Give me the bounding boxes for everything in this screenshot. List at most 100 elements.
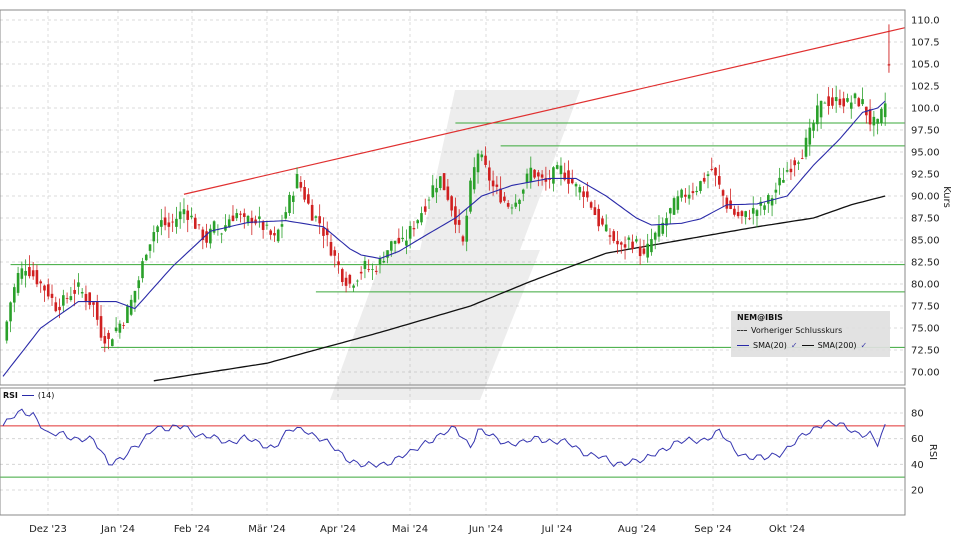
candle: [182, 198, 186, 224]
candle-body: [767, 195, 770, 204]
candle-body: [303, 186, 306, 200]
candle: [872, 110, 876, 137]
x-tick-label: Mai '24: [392, 524, 428, 535]
candle: [808, 118, 812, 156]
candle: [144, 253, 148, 262]
candle-body: [827, 96, 830, 107]
candle-body: [570, 178, 574, 184]
candle-body: [857, 98, 861, 107]
rsi-name: RSI: [3, 391, 18, 400]
candle-body: [748, 218, 751, 220]
candle-body: [623, 244, 627, 248]
candle: [582, 186, 585, 209]
candle: [570, 169, 574, 185]
candle-body: [491, 180, 495, 187]
candle-body: [35, 270, 39, 285]
candle: [676, 190, 680, 214]
candle: [721, 188, 725, 207]
candle: [695, 186, 698, 196]
candle-body: [318, 216, 321, 224]
candle: [718, 164, 721, 189]
candle: [24, 259, 27, 288]
candle-body: [408, 226, 412, 239]
candle-body: [46, 284, 50, 297]
candle-body: [439, 176, 442, 188]
candle-body: [9, 302, 12, 322]
candle-body: [461, 236, 465, 242]
sma20-line-icon: [737, 345, 749, 346]
candle: [657, 215, 661, 242]
grid: [0, 10, 905, 515]
candle: [589, 200, 593, 210]
candle: [454, 197, 457, 234]
candle: [269, 228, 272, 240]
candle-body: [265, 224, 269, 226]
candle: [291, 191, 295, 215]
candle-body: [43, 285, 46, 291]
candle-body: [718, 176, 721, 185]
candle: [250, 210, 254, 236]
candle-body: [163, 217, 167, 226]
candle: [661, 217, 665, 236]
candle: [499, 176, 502, 204]
candle: [314, 215, 318, 222]
candle: [212, 220, 216, 235]
candle-body: [725, 197, 729, 209]
candle-body: [310, 204, 314, 221]
candle-body: [770, 198, 774, 206]
candle-body: [273, 233, 276, 236]
x-tick-label: Apr '24: [320, 524, 356, 535]
candle-body: [533, 169, 536, 178]
candle-body: [465, 215, 469, 242]
candle-body: [672, 198, 676, 215]
candle: [642, 239, 646, 256]
candle: [167, 212, 171, 239]
y-tick-label: 77.50: [911, 302, 940, 313]
candle-body: [446, 186, 450, 200]
candle: [623, 236, 627, 260]
candle-body: [853, 93, 857, 99]
candle: [80, 288, 84, 298]
candle-body: [638, 246, 642, 257]
candle: [601, 215, 604, 227]
candle: [337, 252, 340, 274]
candle-body: [431, 185, 435, 198]
candle-body: [661, 222, 665, 234]
candle: [865, 106, 868, 124]
candle: [604, 214, 608, 233]
candle-body: [687, 194, 691, 199]
candle-body: [537, 172, 540, 177]
rsi-legend: RSI (14): [3, 391, 54, 400]
candle: [95, 294, 99, 326]
candle-body: [646, 243, 649, 258]
candle-body: [13, 287, 16, 303]
rsi-line: [2, 408, 886, 468]
legend-prev-close-label: Vorheriger Schlusskurs: [751, 326, 843, 335]
candle: [785, 162, 789, 173]
candle-body: [480, 154, 484, 158]
candle-body: [295, 173, 299, 189]
candle-body: [190, 215, 193, 218]
candle: [733, 205, 736, 217]
candle: [804, 129, 808, 160]
candle-body: [578, 187, 582, 193]
candle: [325, 221, 329, 247]
candle: [759, 197, 763, 216]
y-tick-label: 107.5: [911, 38, 940, 49]
candle-body: [382, 260, 386, 263]
candle: [280, 214, 284, 239]
candle: [506, 200, 510, 209]
legend-sma: SMA(20) ✓ SMA(200) ✓: [737, 341, 867, 350]
candle: [261, 219, 265, 239]
candle: [435, 178, 438, 204]
x-tick-label: Sep '24: [694, 524, 732, 535]
candle-body: [325, 228, 329, 236]
candle: [665, 212, 668, 238]
candle-body: [427, 199, 431, 201]
rsi-panel-frame: [0, 387, 906, 516]
candle: [638, 238, 642, 265]
candle-body: [412, 228, 416, 230]
candle: [797, 160, 800, 171]
y-tick-label: 70.00: [911, 368, 940, 379]
candle: [73, 279, 76, 306]
